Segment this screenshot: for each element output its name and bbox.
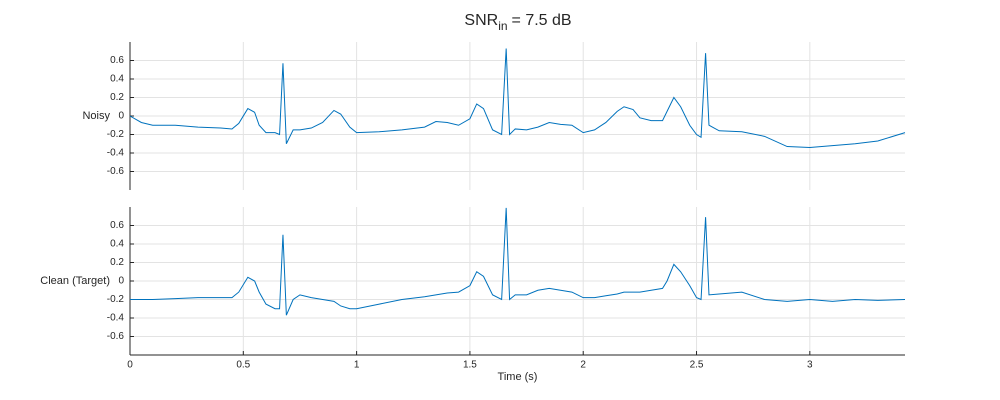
signal-line (129, 48, 906, 148)
y-tick-label: 0.4 (110, 239, 124, 250)
y-tick-label: -0.2 (107, 129, 125, 140)
y-tick-label: -0.6 (107, 331, 125, 342)
y-tick-label: -0.6 (107, 166, 125, 177)
title-suffix: = 7.5 dB (512, 12, 572, 29)
figure-title: SNRin = 7.5 dB (464, 12, 571, 33)
y-axis-label: Clean (Target) (40, 275, 110, 287)
x-tick-label: 0 (127, 360, 133, 371)
y-tick-label: 0.2 (110, 257, 124, 268)
y-tick-label: 0.4 (110, 74, 124, 85)
x-tick-label: 1 (354, 360, 360, 371)
title-subscript: in (498, 19, 507, 33)
x-tick-label: 2.5 (690, 360, 704, 371)
title-main: SNR (464, 12, 498, 29)
y-tick-label: -0.4 (107, 313, 125, 324)
y-tick-label: 0.2 (110, 92, 124, 103)
y-tick-label: 0.6 (110, 55, 124, 66)
y-tick-label: -0.4 (107, 148, 125, 159)
y-axis-label: Noisy (82, 110, 110, 122)
x-tick-label: 3 (807, 360, 813, 371)
y-tick-label: 0 (118, 276, 124, 287)
y-tick-label: 0.6 (110, 220, 124, 231)
x-axis-label: Time (s) (498, 371, 538, 383)
x-tick-label: 1.5 (463, 360, 477, 371)
y-tick-label: 0 (118, 111, 124, 122)
y-tick-label: -0.2 (107, 294, 125, 305)
x-tick-label: 2 (580, 360, 586, 371)
x-tick-label: 0.5 (236, 360, 250, 371)
signal-line (130, 207, 906, 316)
